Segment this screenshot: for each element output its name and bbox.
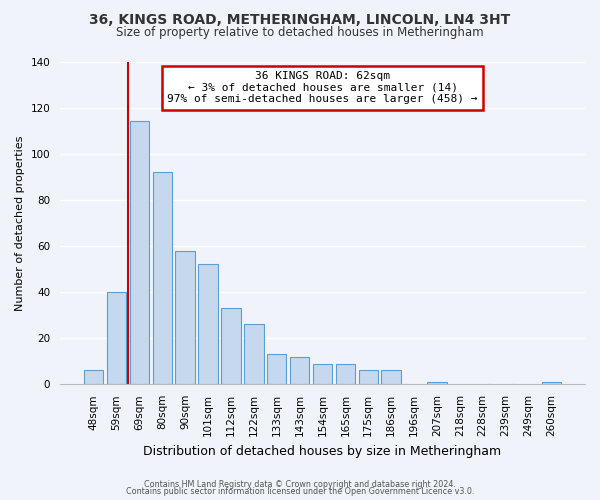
Bar [199, 264, 218, 384]
Bar [130, 122, 149, 384]
Bar [359, 370, 378, 384]
Text: Contains public sector information licensed under the Open Government Licence v3: Contains public sector information licen… [126, 487, 474, 496]
Bar [313, 364, 332, 384]
Text: Contains HM Land Registry data © Crown copyright and database right 2024.: Contains HM Land Registry data © Crown c… [144, 480, 456, 489]
Bar [175, 250, 195, 384]
Text: 36, KINGS ROAD, METHERINGHAM, LINCOLN, LN4 3HT: 36, KINGS ROAD, METHERINGHAM, LINCOLN, L… [89, 12, 511, 26]
Bar [107, 292, 126, 384]
Y-axis label: Number of detached properties: Number of detached properties [15, 135, 25, 310]
Bar [290, 356, 310, 384]
Text: Size of property relative to detached houses in Metheringham: Size of property relative to detached ho… [116, 26, 484, 39]
Bar [335, 364, 355, 384]
Text: 36 KINGS ROAD: 62sqm
← 3% of detached houses are smaller (14)
97% of semi-detach: 36 KINGS ROAD: 62sqm ← 3% of detached ho… [167, 71, 478, 104]
Bar [427, 382, 446, 384]
Bar [152, 172, 172, 384]
Bar [542, 382, 561, 384]
X-axis label: Distribution of detached houses by size in Metheringham: Distribution of detached houses by size … [143, 444, 502, 458]
Bar [84, 370, 103, 384]
Bar [382, 370, 401, 384]
Bar [244, 324, 263, 384]
Bar [221, 308, 241, 384]
Bar [267, 354, 286, 384]
